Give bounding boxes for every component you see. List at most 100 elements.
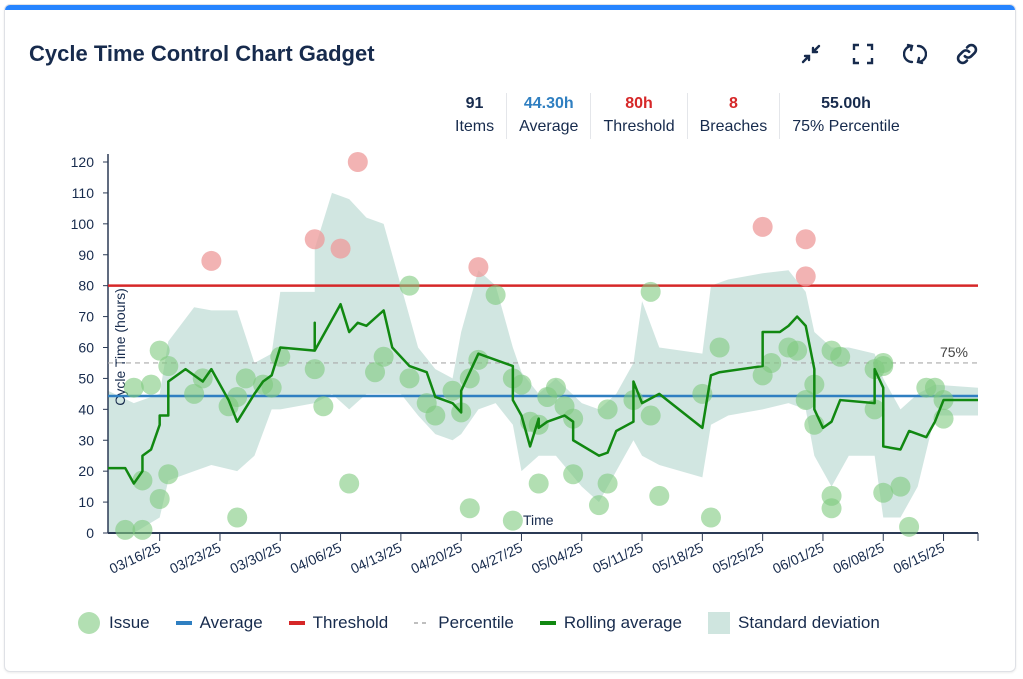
legend-issue-label: Issue <box>109 613 150 632</box>
stat-label: Items <box>455 118 495 135</box>
stat-label: 75% Percentile <box>792 118 900 135</box>
issue-point <box>132 470 153 491</box>
x-tick-label: 03/23/25 <box>167 539 223 577</box>
issue-point <box>563 408 584 429</box>
issue-point <box>864 399 885 420</box>
legend-stddev[interactable]: Standard deviation <box>708 612 880 634</box>
legend-threshold[interactable]: Threshold <box>288 613 388 633</box>
issue-point <box>640 405 661 426</box>
issue-point <box>899 516 920 537</box>
issue-point <box>597 399 618 420</box>
breach-point <box>795 229 816 250</box>
y-tick-label: 10 <box>78 494 94 510</box>
issue-point <box>502 510 523 531</box>
y-tick-label: 0 <box>86 525 94 541</box>
x-tick-label: 05/25/25 <box>710 539 766 577</box>
issue-point <box>830 346 851 367</box>
issue-point <box>339 473 360 494</box>
collapse-icon[interactable] <box>795 38 827 70</box>
stat-value: 55.00h <box>821 95 871 112</box>
issue-point <box>115 519 136 540</box>
issue-point <box>149 488 170 509</box>
rolling-average-line <box>108 302 978 485</box>
issue-point <box>235 368 256 389</box>
issue-point <box>787 340 808 361</box>
legend-percentile[interactable]: Percentile <box>414 613 514 633</box>
y-tick-label: 120 <box>71 154 95 170</box>
issue-point <box>761 352 782 373</box>
x-tick-label: 03/30/25 <box>227 539 283 577</box>
issue-point <box>141 374 162 395</box>
legend-percentile-label: Percentile <box>438 613 514 632</box>
breach-point <box>795 266 816 287</box>
stat-label: Threshold <box>603 118 675 135</box>
stat-items: 91 Items <box>443 93 506 139</box>
x-tick-label: 06/01/25 <box>770 539 826 577</box>
issue-point <box>709 337 730 358</box>
link-icon[interactable] <box>951 38 983 70</box>
chart-legend: Issue Average Threshold Percentile Rolli… <box>77 611 906 635</box>
issue-point <box>313 396 334 417</box>
summary-stats: 91 Items 44.30h Average 80h Threshold 8 Breache… <box>443 93 912 139</box>
x-tick-label: 06/08/25 <box>830 539 886 577</box>
stat-breaches: 8 Breaches <box>686 93 780 139</box>
stat-label: Breaches <box>699 118 768 135</box>
stat-value: 44.30h <box>523 95 574 112</box>
header-actions <box>795 38 983 70</box>
issue-point <box>365 362 386 383</box>
issue-point <box>563 464 584 485</box>
issue-point <box>459 498 480 519</box>
issue-point <box>227 386 248 407</box>
issue-point <box>700 507 721 528</box>
issue-point <box>149 340 170 361</box>
x-tick-label: 05/11/25 <box>590 539 645 576</box>
issue-point <box>399 275 420 296</box>
issue-point <box>261 377 282 398</box>
stat-value: 80h <box>625 95 653 112</box>
x-tick-label: 05/18/25 <box>649 539 705 577</box>
y-axis-title: Cycle Time (hours) <box>112 288 128 405</box>
breach-point <box>468 257 489 278</box>
y-tick-label: 90 <box>78 247 94 263</box>
breach-point <box>201 250 222 271</box>
y-tick-label: 50 <box>78 370 94 386</box>
issue-point <box>528 473 549 494</box>
issue-point <box>821 498 842 519</box>
stat-75-percentile: 55.00h 75% Percentile <box>779 93 912 139</box>
x-tick-label: 04/13/25 <box>348 539 404 577</box>
stat-threshold: 80h Threshold <box>590 93 686 139</box>
issue-point <box>649 485 670 506</box>
fullscreen-icon[interactable] <box>847 38 879 70</box>
issue-point <box>304 359 325 380</box>
refresh-icon[interactable] <box>899 38 931 70</box>
std-deviation-band <box>108 192 978 533</box>
x-axis-title: Time <box>523 512 554 528</box>
x-tick-label: 06/15/25 <box>891 539 947 577</box>
stat-value: 91 <box>465 95 484 112</box>
y-tick-label: 100 <box>71 216 95 232</box>
issue-point <box>158 464 179 485</box>
issue-point <box>511 374 532 395</box>
legend-rolling[interactable]: Rolling average <box>539 613 682 633</box>
issue-point <box>425 405 446 426</box>
legend-stddev-label: Standard deviation <box>738 613 880 632</box>
issue-point <box>588 495 609 516</box>
legend-average[interactable]: Average <box>175 613 263 633</box>
issue-point <box>227 507 248 528</box>
issue-point <box>442 380 463 401</box>
y-tick-label: 40 <box>78 401 94 417</box>
stat-average: 44.30h Average <box>506 93 590 139</box>
x-tick-label: 04/06/25 <box>288 539 344 577</box>
y-tick-label: 60 <box>78 340 94 356</box>
issue-point <box>873 482 894 503</box>
issue-point <box>158 356 179 377</box>
breach-point <box>304 229 325 250</box>
legend-issue[interactable]: Issue <box>77 611 150 635</box>
issue-point <box>184 383 205 404</box>
issue-point <box>640 281 661 302</box>
breach-point <box>330 238 351 259</box>
issue-point <box>795 390 816 411</box>
issue-point <box>597 473 618 494</box>
issue-point <box>132 519 153 540</box>
